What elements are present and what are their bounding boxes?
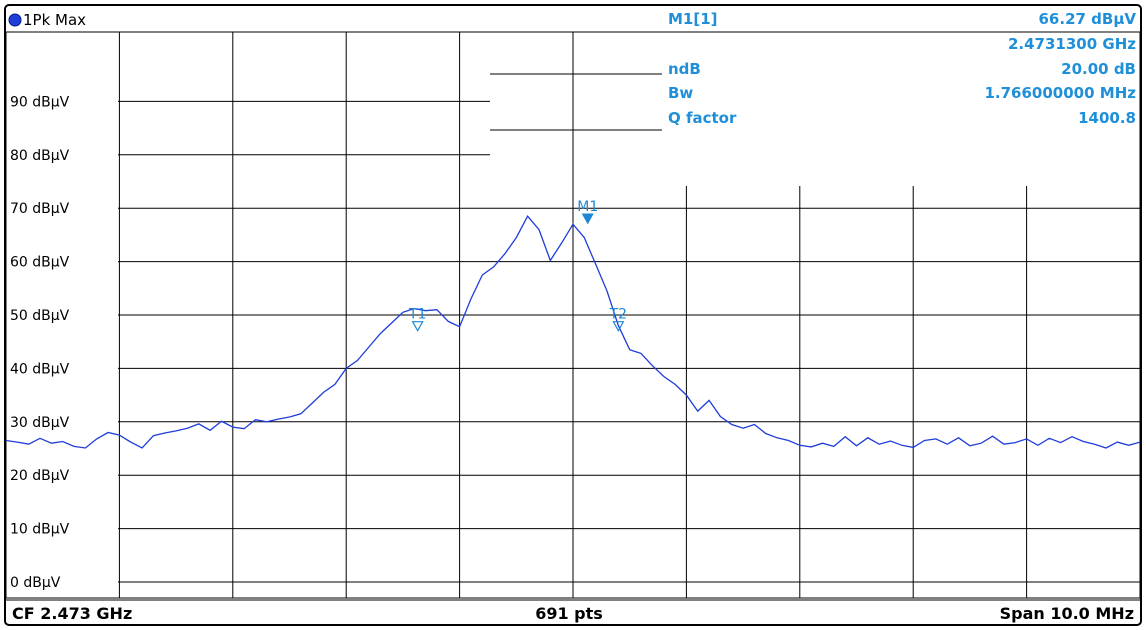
y-tick-label: 70 dBµV [10, 201, 70, 217]
y-tick-label: 80 dBµV [10, 148, 70, 164]
spectrum-display: 1Pk Max 0 dBµV 10 dBµV 20 dBµV 30 dBµV 40 dB… [4, 4, 1142, 626]
info-label: Q factor [668, 109, 737, 127]
spectrum-plot: 1Pk Max 0 dBµV 10 dBµV 20 dBµV 30 dBµV 40 dB… [6, 10, 1140, 623]
marker-info: M1[1] 66.27 dBµV 2.4731300 GHz ndB 20.00 dB B… [668, 10, 1136, 127]
info-value: 1.766000000 MHz [984, 84, 1136, 102]
y-tick-label: 30 dBµV [10, 415, 70, 431]
trace-indicator-icon [8, 13, 22, 27]
y-tick-label: 60 dBµV [10, 255, 70, 271]
info-value: 1400.8 [1078, 109, 1136, 127]
center-frequency: CF 2.473 GHz [12, 604, 132, 623]
marker-t2-icon [612, 321, 625, 332]
marker-t1-label: T1 [408, 307, 426, 323]
marker-t2-label: T2 [609, 307, 627, 323]
markers: M1 T1 T2 [408, 199, 627, 332]
info-label: ndB [668, 60, 701, 78]
y-tick-label: 50 dBµV [10, 308, 70, 324]
grid [118, 32, 1140, 598]
y-tick-label: 40 dBµV [10, 361, 70, 377]
y-tick-label: 20 dBµV [10, 468, 70, 484]
info-label: M1[1] [668, 10, 718, 28]
trace-label: 1Pk Max [23, 11, 86, 29]
info-value: 66.27 dBµV [1039, 10, 1137, 28]
y-tick-label: 90 dBµV [10, 94, 70, 110]
marker-m1-icon [581, 213, 594, 225]
trace-line [6, 215, 1140, 449]
span: Span 10.0 MHz [1000, 604, 1134, 623]
info-label: Bw [668, 84, 693, 102]
marker-m1-label: M1 [577, 199, 598, 215]
y-tick-label: 10 dBµV [10, 522, 70, 538]
trace-header: 1Pk Max [6, 11, 1140, 33]
info-value: 2.4731300 GHz [1008, 35, 1136, 53]
info-value: 20.00 dB [1061, 60, 1136, 78]
sweep-points: 691 pts [535, 604, 603, 623]
marker-t1-icon [411, 321, 424, 332]
y-axis-labels: 0 dBµV 10 dBµV 20 dBµV 30 dBµV 40 dBµV 50 dBµ… [10, 94, 70, 591]
y-tick-label: 0 dBµV [10, 575, 61, 591]
marker-info-panel [662, 34, 1138, 186]
